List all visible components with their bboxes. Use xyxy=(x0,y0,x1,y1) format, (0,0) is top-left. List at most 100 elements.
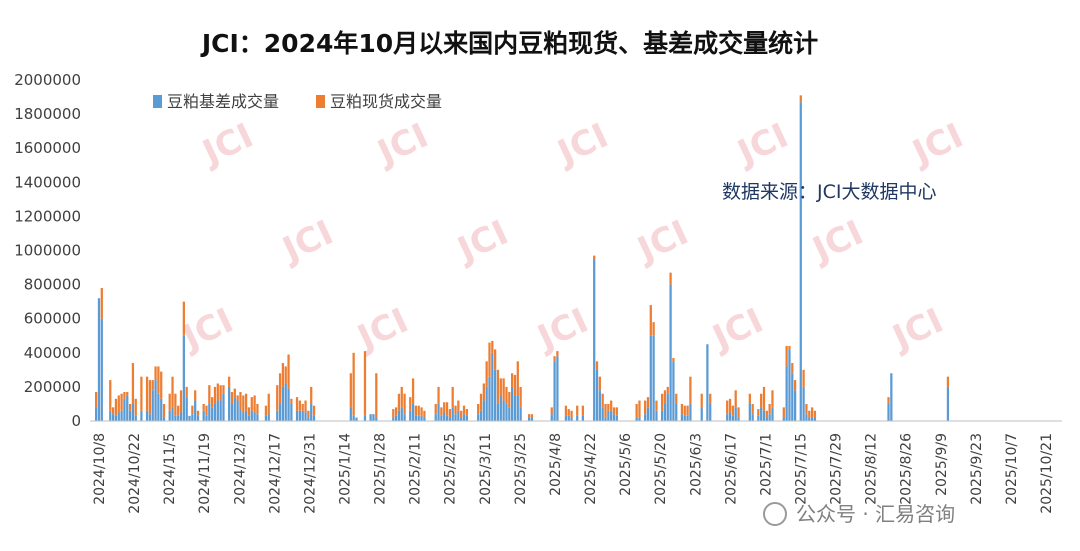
bar-basis xyxy=(615,415,618,421)
bar-basis xyxy=(556,356,559,421)
bar-spot xyxy=(791,363,794,374)
bar-spot xyxy=(205,405,208,416)
bar-basis xyxy=(417,415,420,421)
bar-basis xyxy=(375,417,378,421)
bar-basis xyxy=(194,400,197,421)
bar-spot xyxy=(312,405,316,416)
bar-spot xyxy=(233,388,236,398)
bar-basis xyxy=(437,403,440,421)
bar-basis xyxy=(304,412,307,421)
bar-basis xyxy=(491,352,494,421)
bar-basis xyxy=(250,410,253,421)
bar-spot xyxy=(604,403,607,418)
bar-spot xyxy=(403,393,406,415)
bar-basis xyxy=(445,415,449,421)
x-tick-label: 2025/4/22 xyxy=(583,433,599,505)
bar-basis xyxy=(355,417,358,421)
bar-basis xyxy=(666,393,669,421)
legend-swatch-spot xyxy=(316,95,325,108)
bar-basis xyxy=(162,417,166,421)
bar-basis xyxy=(737,417,740,421)
bar-spot xyxy=(295,397,299,411)
bar-basis xyxy=(394,415,398,421)
bar-spot xyxy=(179,390,183,413)
bar-spot xyxy=(508,392,511,408)
y-tick-label: 1200000 xyxy=(14,207,81,225)
bar-basis xyxy=(652,335,655,421)
bar-basis xyxy=(465,415,468,421)
bar-spot xyxy=(689,376,692,404)
bar-spot xyxy=(479,393,483,411)
bar-spot xyxy=(593,255,596,260)
bar-basis xyxy=(157,393,160,421)
bar-basis xyxy=(607,410,610,421)
bar-basis xyxy=(208,403,211,421)
bar-spot xyxy=(267,393,270,415)
bar-basis xyxy=(228,386,231,421)
bar-basis xyxy=(581,415,584,421)
bar-spot xyxy=(392,409,395,418)
bar-basis xyxy=(423,417,426,421)
bar-basis xyxy=(762,410,766,421)
bar-spot xyxy=(140,376,143,411)
bar-spot xyxy=(757,409,760,416)
x-tick-label: 2025/5/6 xyxy=(618,433,634,496)
bar-basis xyxy=(799,102,802,421)
x-tick-label: 2025/6/3 xyxy=(688,433,704,496)
bar-basis xyxy=(768,414,771,421)
bar-spot xyxy=(683,405,686,416)
wechat-icon xyxy=(763,502,787,526)
bar-spot xyxy=(202,403,205,411)
bar-basis xyxy=(683,415,686,421)
x-tick-label: 2025/1/28 xyxy=(373,433,389,505)
y-tick-label: 200000 xyxy=(24,378,81,396)
bar-spot xyxy=(751,403,754,415)
bar-spot xyxy=(465,409,468,416)
bar-spot xyxy=(222,385,225,394)
bar-basis xyxy=(791,373,794,421)
bar-spot xyxy=(527,414,531,418)
bar-spot xyxy=(728,398,732,413)
bar-basis xyxy=(219,400,222,421)
chart-title: JCI：2024年10月以来国内豆粕现货、基差成交量统计 xyxy=(200,29,818,58)
bar-basis xyxy=(451,407,454,421)
bar-basis xyxy=(505,403,508,421)
bar-basis xyxy=(550,414,553,421)
bar-spot xyxy=(208,385,211,404)
y-tick-label: 1800000 xyxy=(14,105,81,123)
bar-spot xyxy=(635,403,638,418)
bar-basis xyxy=(264,415,268,421)
bar-basis xyxy=(593,259,596,421)
y-tick-label: 400000 xyxy=(24,344,81,362)
bar-spot xyxy=(349,373,352,408)
bar-spot xyxy=(793,380,797,391)
bar-basis xyxy=(114,415,118,421)
bar-basis xyxy=(202,410,205,421)
watermark: JCI xyxy=(550,116,614,174)
bar-basis xyxy=(233,397,236,421)
bar-basis xyxy=(434,414,437,421)
bar-basis xyxy=(349,407,352,421)
bar-basis xyxy=(205,415,208,421)
bar-basis xyxy=(601,407,604,421)
bar-spot xyxy=(301,403,304,411)
bar-basis xyxy=(171,407,174,421)
bar-basis xyxy=(191,414,194,421)
bar-basis xyxy=(726,414,729,421)
bar-spot xyxy=(239,392,242,410)
bar-spot xyxy=(660,393,664,411)
bar-spot xyxy=(488,342,491,377)
bar-spot xyxy=(734,390,737,408)
bar-spot xyxy=(434,403,437,415)
watermark: JCI xyxy=(705,301,769,359)
bar-basis xyxy=(663,403,667,421)
bar-spot xyxy=(567,409,570,416)
bar-spot xyxy=(709,393,712,404)
bar-spot xyxy=(726,400,729,415)
bar-basis xyxy=(689,403,692,421)
bar-basis xyxy=(409,410,412,421)
bar-basis xyxy=(494,369,497,421)
bar-basis xyxy=(649,335,652,421)
